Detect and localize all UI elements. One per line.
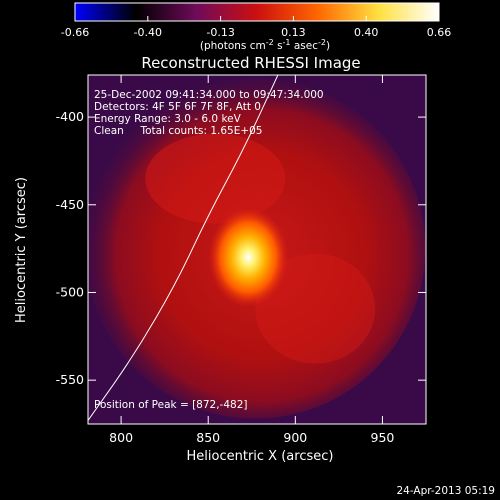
y-tick-label: -500 <box>56 284 84 299</box>
emission-lobe <box>145 133 286 224</box>
colorbar-tick-label: 0.40 <box>354 26 379 39</box>
x-tick-label: 850 <box>196 430 220 445</box>
solar-limb-curve <box>88 75 279 421</box>
x-axis-title: Heliocentric X (arcsec) <box>187 449 334 464</box>
colorbar-tick-label: -0.66 <box>61 26 89 39</box>
colorbar-tick-label: 0.13 <box>281 26 306 39</box>
peak-position-label: Position of Peak = [872,-482] <box>94 399 248 411</box>
colorbar: -0.66 -0.40 -0.13 0.13 0.40 0.66 (photons cm-… <box>61 2 451 52</box>
colorbar-tick-label: -0.40 <box>134 26 162 39</box>
y-axis-title: Heliocentric Y (arcsec) <box>14 177 29 323</box>
annotation-line: Clean Total counts: 1.65E+05 <box>94 125 263 137</box>
colorbar-tick-label: 0.66 <box>427 26 452 39</box>
x-tick-label: 950 <box>371 430 395 445</box>
annotation-line: Detectors: 4F 5F 6F 7F 8F, Att 0 <box>94 101 261 113</box>
x-tick-label: 900 <box>283 430 307 445</box>
emission-lobe <box>255 253 376 364</box>
y-axis: -550 -500 -450 -400 <box>56 109 426 387</box>
annotation-block: 25-Dec-2002 09:41:34.000 to 09:47:34.000… <box>94 89 324 137</box>
plot-area: 800 850 900 950 -550 -500 -450 -400 <box>56 74 427 445</box>
chart-title: Reconstructed RHESSI Image <box>141 54 360 72</box>
y-tick-label: -450 <box>56 197 84 212</box>
render-timestamp: 24-Apr-2013 05:19 <box>396 485 495 497</box>
colorbar-tick-label: -0.13 <box>206 26 234 39</box>
x-tick-label: 800 <box>109 430 133 445</box>
colorbar-ticks: -0.66 -0.40 -0.13 0.13 0.40 0.66 <box>61 16 451 39</box>
peak-source <box>208 207 289 308</box>
y-tick-label: -400 <box>56 109 84 124</box>
colorbar-gradient <box>74 2 440 22</box>
annotation-line: Energy Range: 3.0 - 6.0 keV <box>94 113 242 125</box>
y-tick-label: -550 <box>56 372 84 387</box>
annotation-line: 25-Dec-2002 09:41:34.000 to 09:47:34.000 <box>94 89 324 101</box>
x-axis: 800 850 900 950 <box>109 75 394 445</box>
colorbar-unit-label: (photons cm-2 s-1 asec-2) <box>200 38 330 52</box>
plot-frame <box>87 74 427 425</box>
